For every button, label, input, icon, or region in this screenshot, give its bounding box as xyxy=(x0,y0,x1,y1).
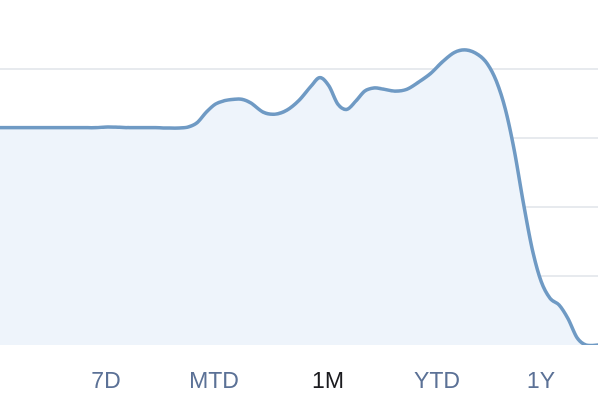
range-tab-1y[interactable]: 1Y xyxy=(526,367,556,393)
range-tab-ytd[interactable]: YTD xyxy=(414,367,460,393)
price-chart-svg xyxy=(0,48,598,345)
range-tab-mtd[interactable]: MTD xyxy=(189,367,239,393)
range-tab-1m[interactable]: 1M xyxy=(312,367,344,393)
chart-area-fill xyxy=(0,49,598,345)
range-tab-7d[interactable]: 7D xyxy=(91,367,121,393)
chart-series-line xyxy=(0,48,598,345)
time-range-selector: 7D MTD 1M YTD 1Y xyxy=(0,358,598,405)
price-chart[interactable] xyxy=(0,0,598,345)
